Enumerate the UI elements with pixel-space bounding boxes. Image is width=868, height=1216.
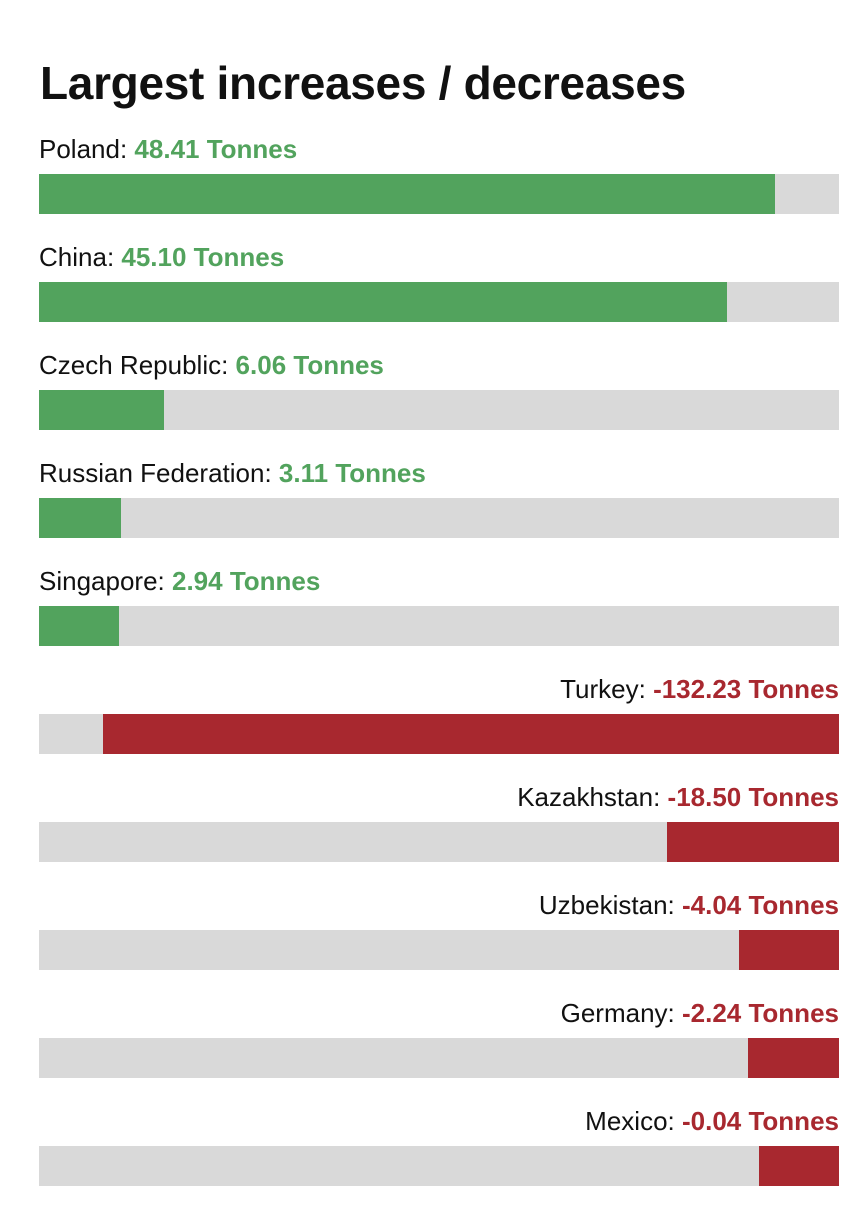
- label-separator: :: [264, 458, 279, 488]
- bar-row-singapore: Singapore: 2.94 Tonnes: [39, 557, 839, 665]
- value-label: -0.04 Tonnes: [681, 1106, 839, 1136]
- bar-track: [39, 1038, 839, 1078]
- bar-row-germany: Germany: -2.24 Tonnes: [39, 989, 839, 1097]
- bar-label: Mexico: -0.04 Tonnes: [585, 1105, 839, 1137]
- bar-mexico: [759, 1146, 839, 1186]
- bar-track: [39, 498, 839, 538]
- bar-turkey: [103, 714, 839, 754]
- bar-label: Poland: 48.41 Tonnes: [39, 133, 297, 165]
- bar-germany: [748, 1038, 839, 1078]
- bar-track: [39, 1146, 839, 1186]
- bar-label: Germany: -2.24 Tonnes: [561, 997, 839, 1029]
- country-name: Russian Federation: [39, 458, 265, 488]
- label-separator: :: [653, 782, 668, 812]
- bar-label: Kazakhstan: -18.50 Tonnes: [517, 781, 839, 813]
- bar-uzbekistan: [739, 930, 839, 970]
- label-separator: :: [221, 350, 236, 380]
- bar-china: [39, 282, 727, 322]
- value-label: -18.50 Tonnes: [667, 782, 839, 812]
- value-label: 48.41 Tonnes: [134, 134, 298, 164]
- bar-row-poland: Poland: 48.41 Tonnes: [39, 125, 839, 233]
- bar-track: [39, 606, 839, 646]
- label-separator: :: [638, 674, 654, 704]
- value-label: 6.06 Tonnes: [235, 350, 384, 380]
- bar-row-china: China: 45.10 Tonnes: [39, 233, 839, 341]
- bar-row-russian-federation: Russian Federation: 3.11 Tonnes: [39, 449, 839, 557]
- bar-row-czech-republic: Czech Republic: 6.06 Tonnes: [39, 341, 839, 449]
- label-separator: :: [106, 242, 122, 272]
- country-name: Poland: [39, 134, 120, 164]
- bar-label: Turkey: -132.23 Tonnes: [560, 673, 839, 705]
- country-name: Turkey: [560, 674, 639, 704]
- country-name: Singapore: [39, 566, 158, 596]
- value-label: -2.24 Tonnes: [681, 998, 839, 1028]
- bar-czech-republic: [39, 390, 164, 430]
- label-separator: :: [157, 566, 172, 596]
- bar-row-uzbekistan: Uzbekistan: -4.04 Tonnes: [39, 881, 839, 989]
- bar-label: Singapore: 2.94 Tonnes: [39, 565, 320, 597]
- bar-poland: [39, 174, 775, 214]
- bar-row-turkey: Turkey: -132.23 Tonnes: [39, 665, 839, 773]
- bar-label: Czech Republic: 6.06 Tonnes: [39, 349, 384, 381]
- bar-list: Poland: 48.41 Tonnes China: 45.10 Tonnes C…: [39, 125, 839, 1205]
- label-separator: :: [119, 134, 135, 164]
- country-name: Uzbekistan: [538, 890, 668, 920]
- bar-kazakhstan: [667, 822, 839, 862]
- bar-label: Uzbekistan: -4.04 Tonnes: [539, 889, 839, 921]
- bar-row-mexico: Mexico: -0.04 Tonnes: [39, 1097, 839, 1205]
- country-name: Kazakhstan: [517, 782, 654, 812]
- bar-track: [39, 714, 839, 754]
- label-separator: :: [667, 890, 682, 920]
- value-label: 2.94 Tonnes: [172, 566, 321, 596]
- bar-track: [39, 282, 839, 322]
- country-name: Germany: [560, 998, 668, 1028]
- value-label: 45.10 Tonnes: [121, 242, 285, 272]
- label-separator: :: [667, 1106, 682, 1136]
- bar-track: [39, 390, 839, 430]
- country-name: Mexico: [585, 1106, 668, 1136]
- bar-row-kazakhstan: Kazakhstan: -18.50 Tonnes: [39, 773, 839, 881]
- bar-track: [39, 930, 839, 970]
- value-label: -132.23 Tonnes: [653, 674, 839, 704]
- value-label: -4.04 Tonnes: [681, 890, 839, 920]
- bar-russian-federation: [39, 498, 121, 538]
- bar-track: [39, 822, 839, 862]
- value-label: 3.11 Tonnes: [278, 458, 426, 488]
- chart-title: Largest increases / decreases: [40, 57, 686, 109]
- bar-label: China: 45.10 Tonnes: [39, 241, 284, 273]
- label-separator: :: [667, 998, 682, 1028]
- bar-track: [39, 174, 839, 214]
- country-name: China: [39, 242, 107, 272]
- bar-label: Russian Federation: 3.11 Tonnes: [39, 457, 426, 489]
- bar-singapore: [39, 606, 119, 646]
- country-name: Czech Republic: [39, 350, 222, 380]
